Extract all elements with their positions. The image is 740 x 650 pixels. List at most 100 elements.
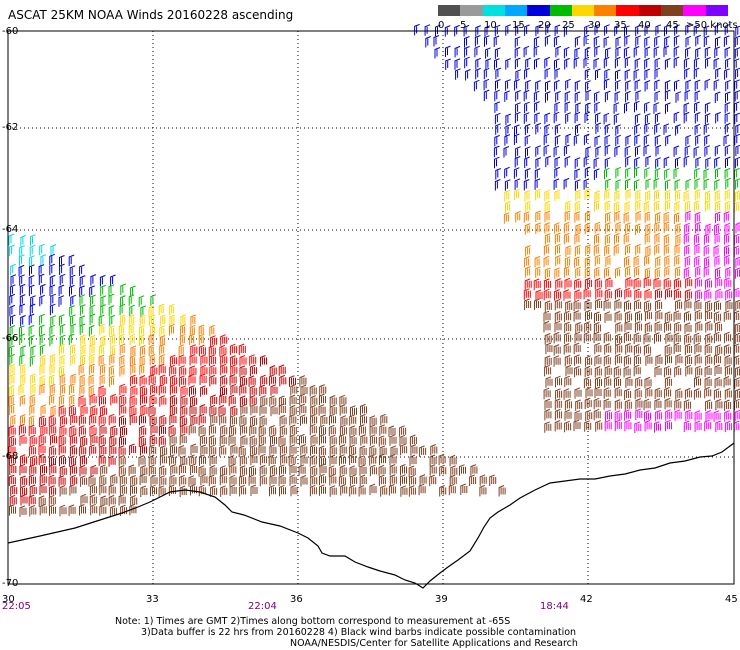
wind-barb [674, 201, 680, 213]
wind-barb [319, 455, 326, 467]
wind-barb [725, 266, 731, 279]
wind-barb [148, 454, 156, 467]
wind-barb [108, 413, 116, 426]
wind-barb [350, 405, 357, 417]
wind-barb [278, 395, 286, 407]
wind-barb [389, 474, 397, 486]
wind-barb [109, 444, 117, 456]
wind-barb [128, 294, 135, 306]
wind-barb [605, 178, 611, 191]
wind-barb [514, 36, 521, 48]
wind-barb [339, 433, 347, 446]
wind-barb [248, 474, 256, 486]
wind-barb [188, 373, 196, 386]
wind-barb [169, 454, 177, 466]
wind-barb [525, 245, 531, 257]
wind-barb [239, 395, 247, 407]
wind-barb [634, 299, 642, 311]
wind-barb [665, 419, 672, 432]
wind-barb [70, 294, 76, 307]
wind-barb [624, 56, 631, 68]
wind-barb [230, 444, 238, 456]
wind-barb [289, 404, 297, 417]
wind-barb [19, 333, 25, 346]
wind-barb [674, 212, 680, 224]
wind-barb [484, 35, 490, 47]
wind-barb [713, 57, 720, 70]
wind-barb [409, 434, 417, 446]
wind-barb [108, 305, 115, 317]
wind-barb [485, 58, 492, 70]
wind-barb [100, 295, 107, 307]
wind-barb [279, 414, 287, 427]
wind-barb [29, 335, 35, 347]
wind-barb [565, 112, 571, 124]
wind-barb [69, 425, 77, 437]
wind-barb [544, 200, 551, 213]
wind-barb [159, 475, 167, 487]
wind-barb [694, 112, 701, 124]
lat-label: -60 [2, 26, 19, 37]
wind-barb [624, 255, 630, 268]
wind-barb [635, 199, 641, 212]
wind-barb [230, 405, 238, 417]
wind-barb [673, 310, 681, 322]
wind-barb [634, 58, 641, 70]
wind-barb [79, 315, 86, 327]
wind-barb [109, 375, 115, 387]
wind-barb [8, 233, 15, 246]
wind-barb [693, 332, 701, 345]
wind-barb [49, 363, 56, 376]
wind-barb [635, 243, 641, 256]
wind-barb [410, 444, 418, 456]
wind-barb [615, 287, 622, 300]
wind-barb [49, 504, 56, 516]
wind-barb [564, 321, 572, 334]
wind-barb [179, 433, 187, 446]
wind-barb [120, 504, 128, 517]
wind-barb [49, 334, 56, 347]
wind-barb [178, 463, 186, 475]
wind-barb [49, 485, 57, 497]
wind-barb [59, 425, 67, 437]
wind-barb [108, 494, 116, 507]
wind-barb [733, 343, 740, 355]
wind-barb [98, 354, 105, 367]
wind-barb [574, 200, 581, 213]
wind-barb [585, 309, 592, 322]
wind-barb [675, 156, 681, 169]
wind-barb [523, 211, 530, 223]
wind-barb [99, 474, 107, 487]
wind-barb [120, 283, 126, 295]
wind-barb [574, 91, 581, 103]
wind-barb [684, 89, 691, 102]
wind-barb [149, 434, 157, 446]
wind-barb [289, 375, 296, 387]
wind-barb [100, 284, 106, 297]
wind-barb [39, 415, 47, 427]
wind-barb [705, 309, 713, 321]
wind-barb [39, 375, 46, 387]
wind-barb [179, 333, 186, 346]
wind-barb [140, 444, 147, 456]
wind-barb [724, 189, 731, 201]
wind-barb [158, 363, 166, 376]
wind-barb [329, 485, 337, 497]
wind-barb [614, 145, 621, 158]
wind-barb [704, 46, 711, 59]
wind-barb [664, 89, 671, 102]
wind-barb [713, 245, 720, 257]
wind-barb [615, 179, 622, 191]
wind-barb [189, 454, 197, 466]
wind-barb [654, 189, 660, 201]
wind-barb [19, 303, 26, 316]
wind-barb [715, 344, 723, 356]
wind-barb [694, 211, 701, 224]
wind-barb [735, 256, 740, 268]
wind-barb [300, 384, 308, 397]
wind-barb [634, 265, 640, 278]
wind-barb [735, 299, 740, 311]
wind-barb [269, 474, 277, 486]
wind-barb [58, 443, 66, 456]
wind-barb [58, 405, 66, 417]
